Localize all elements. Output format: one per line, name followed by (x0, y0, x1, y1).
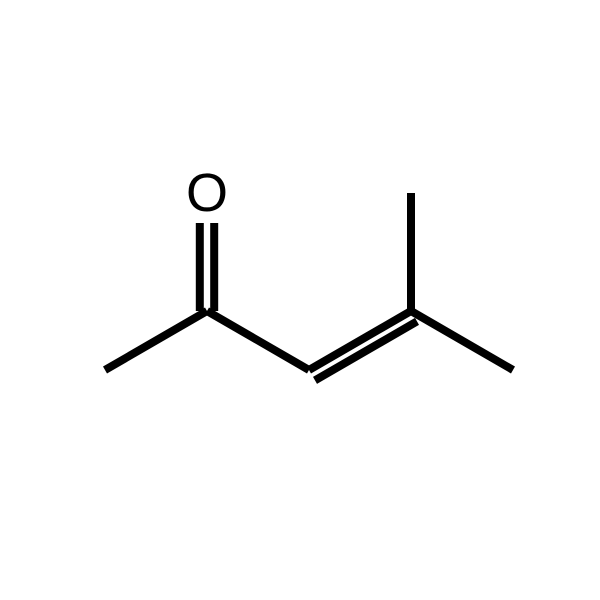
atom-label-o: O (186, 163, 228, 223)
molecule-diagram: O (0, 0, 600, 600)
